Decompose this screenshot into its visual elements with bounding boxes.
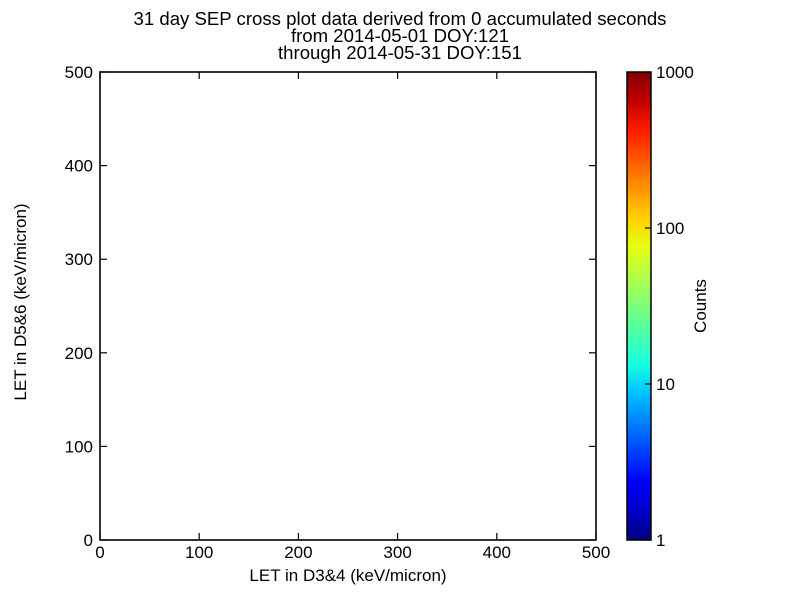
svg-text:Counts: Counts [691,279,710,333]
svg-text:LET in D5&6 (keV/micron): LET in D5&6 (keV/micron) [11,203,30,400]
svg-text:300: 300 [65,250,93,269]
svg-text:400: 400 [65,157,93,176]
svg-text:500: 500 [65,63,93,82]
svg-text:100: 100 [65,437,93,456]
svg-text:300: 300 [383,543,411,562]
svg-text:1: 1 [656,531,665,550]
svg-text:200: 200 [65,344,93,363]
svg-text:500: 500 [582,543,610,562]
svg-text:through 2014-05-31 DOY:151: through 2014-05-31 DOY:151 [278,42,522,63]
svg-text:200: 200 [284,543,312,562]
svg-text:100: 100 [656,219,684,238]
svg-text:10: 10 [656,375,675,394]
svg-text:LET in D3&4 (keV/micron): LET in D3&4 (keV/micron) [249,566,446,585]
svg-text:400: 400 [483,543,511,562]
svg-text:0: 0 [84,531,93,550]
svg-text:0: 0 [95,543,104,562]
svg-text:1000: 1000 [656,63,694,82]
svg-text:100: 100 [185,543,213,562]
